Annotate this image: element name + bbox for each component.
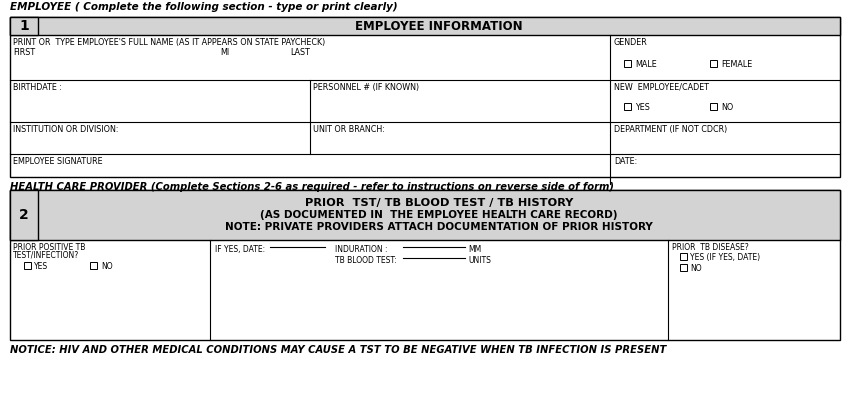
Bar xyxy=(24,262,31,269)
Text: PRIOR  TB DISEASE?: PRIOR TB DISEASE? xyxy=(672,243,749,252)
Bar xyxy=(624,60,631,67)
Bar xyxy=(10,17,38,35)
Bar xyxy=(680,253,687,260)
Text: PRINT OR  TYPE EMPLOYEE'S FULL NAME (AS IT APPEARS ON STATE PAYCHECK): PRINT OR TYPE EMPLOYEE'S FULL NAME (AS I… xyxy=(13,38,326,47)
Text: YES: YES xyxy=(34,262,48,271)
Text: HEALTH CARE PROVIDER (Complete Sections 2-6 as required - refer to instructions : HEALTH CARE PROVIDER (Complete Sections … xyxy=(10,182,614,192)
Text: EMPLOYEE INFORMATION: EMPLOYEE INFORMATION xyxy=(355,19,523,32)
Text: UNIT OR BRANCH:: UNIT OR BRANCH: xyxy=(313,125,385,134)
Bar xyxy=(10,190,38,240)
Text: NOTE: PRIVATE PROVIDERS ATTACH DOCUMENTATION OF PRIOR HISTORY: NOTE: PRIVATE PROVIDERS ATTACH DOCUMENTA… xyxy=(225,222,653,232)
Text: 2: 2 xyxy=(19,208,29,222)
Text: NO: NO xyxy=(101,262,112,271)
Text: PERSONNEL # (IF KNOWN): PERSONNEL # (IF KNOWN) xyxy=(313,83,419,92)
Text: MI: MI xyxy=(220,48,230,57)
Bar xyxy=(10,190,840,240)
Bar xyxy=(680,264,687,271)
Text: NOTICE: HIV AND OTHER MEDICAL CONDITIONS MAY CAUSE A TST TO BE NEGATIVE WHEN TB : NOTICE: HIV AND OTHER MEDICAL CONDITIONS… xyxy=(10,345,666,355)
Text: NO: NO xyxy=(721,103,734,112)
Text: TB BLOOD TEST:: TB BLOOD TEST: xyxy=(335,256,397,265)
Text: INSTITUTION OR DIVISION:: INSTITUTION OR DIVISION: xyxy=(13,125,118,134)
Text: MALE: MALE xyxy=(635,60,657,69)
Text: PRIOR POSITIVE TB: PRIOR POSITIVE TB xyxy=(13,243,85,252)
Text: DEPARTMENT (IF NOT CDCR): DEPARTMENT (IF NOT CDCR) xyxy=(614,125,728,134)
Bar xyxy=(624,103,631,110)
Text: DATE:: DATE: xyxy=(614,157,638,166)
Text: EMPLOYEE SIGNATURE: EMPLOYEE SIGNATURE xyxy=(13,157,103,166)
Text: YES (IF YES, DATE): YES (IF YES, DATE) xyxy=(690,253,760,262)
Text: 1: 1 xyxy=(19,19,29,33)
Bar xyxy=(90,262,97,269)
Text: FIRST: FIRST xyxy=(13,48,35,57)
Text: (AS DOCUMENTED IN  THE EMPLOYEE HEALTH CARE RECORD): (AS DOCUMENTED IN THE EMPLOYEE HEALTH CA… xyxy=(260,210,618,220)
Text: IF YES, DATE:: IF YES, DATE: xyxy=(215,245,265,254)
Text: GENDER: GENDER xyxy=(614,38,648,47)
Text: MM: MM xyxy=(468,245,481,254)
Bar xyxy=(710,60,717,67)
Text: LAST: LAST xyxy=(290,48,310,57)
Bar xyxy=(10,17,840,177)
Text: NO: NO xyxy=(690,264,701,273)
Text: INDURATION :: INDURATION : xyxy=(335,245,388,254)
Text: PRIOR  TST/ TB BLOOD TEST / TB HISTORY: PRIOR TST/ TB BLOOD TEST / TB HISTORY xyxy=(305,198,573,208)
Bar xyxy=(10,17,840,35)
Bar xyxy=(710,103,717,110)
Text: NEW  EMPLOYEE/CADET: NEW EMPLOYEE/CADET xyxy=(614,83,709,92)
Text: BIRTHDATE :: BIRTHDATE : xyxy=(13,83,62,92)
Text: EMPLOYEE ( Complete the following section - type or print clearly): EMPLOYEE ( Complete the following sectio… xyxy=(10,2,398,12)
Text: UNITS: UNITS xyxy=(468,256,490,265)
Text: FEMALE: FEMALE xyxy=(721,60,752,69)
Bar xyxy=(10,190,840,340)
Text: TEST/INFECTION?: TEST/INFECTION? xyxy=(13,251,79,260)
Text: YES: YES xyxy=(635,103,650,112)
